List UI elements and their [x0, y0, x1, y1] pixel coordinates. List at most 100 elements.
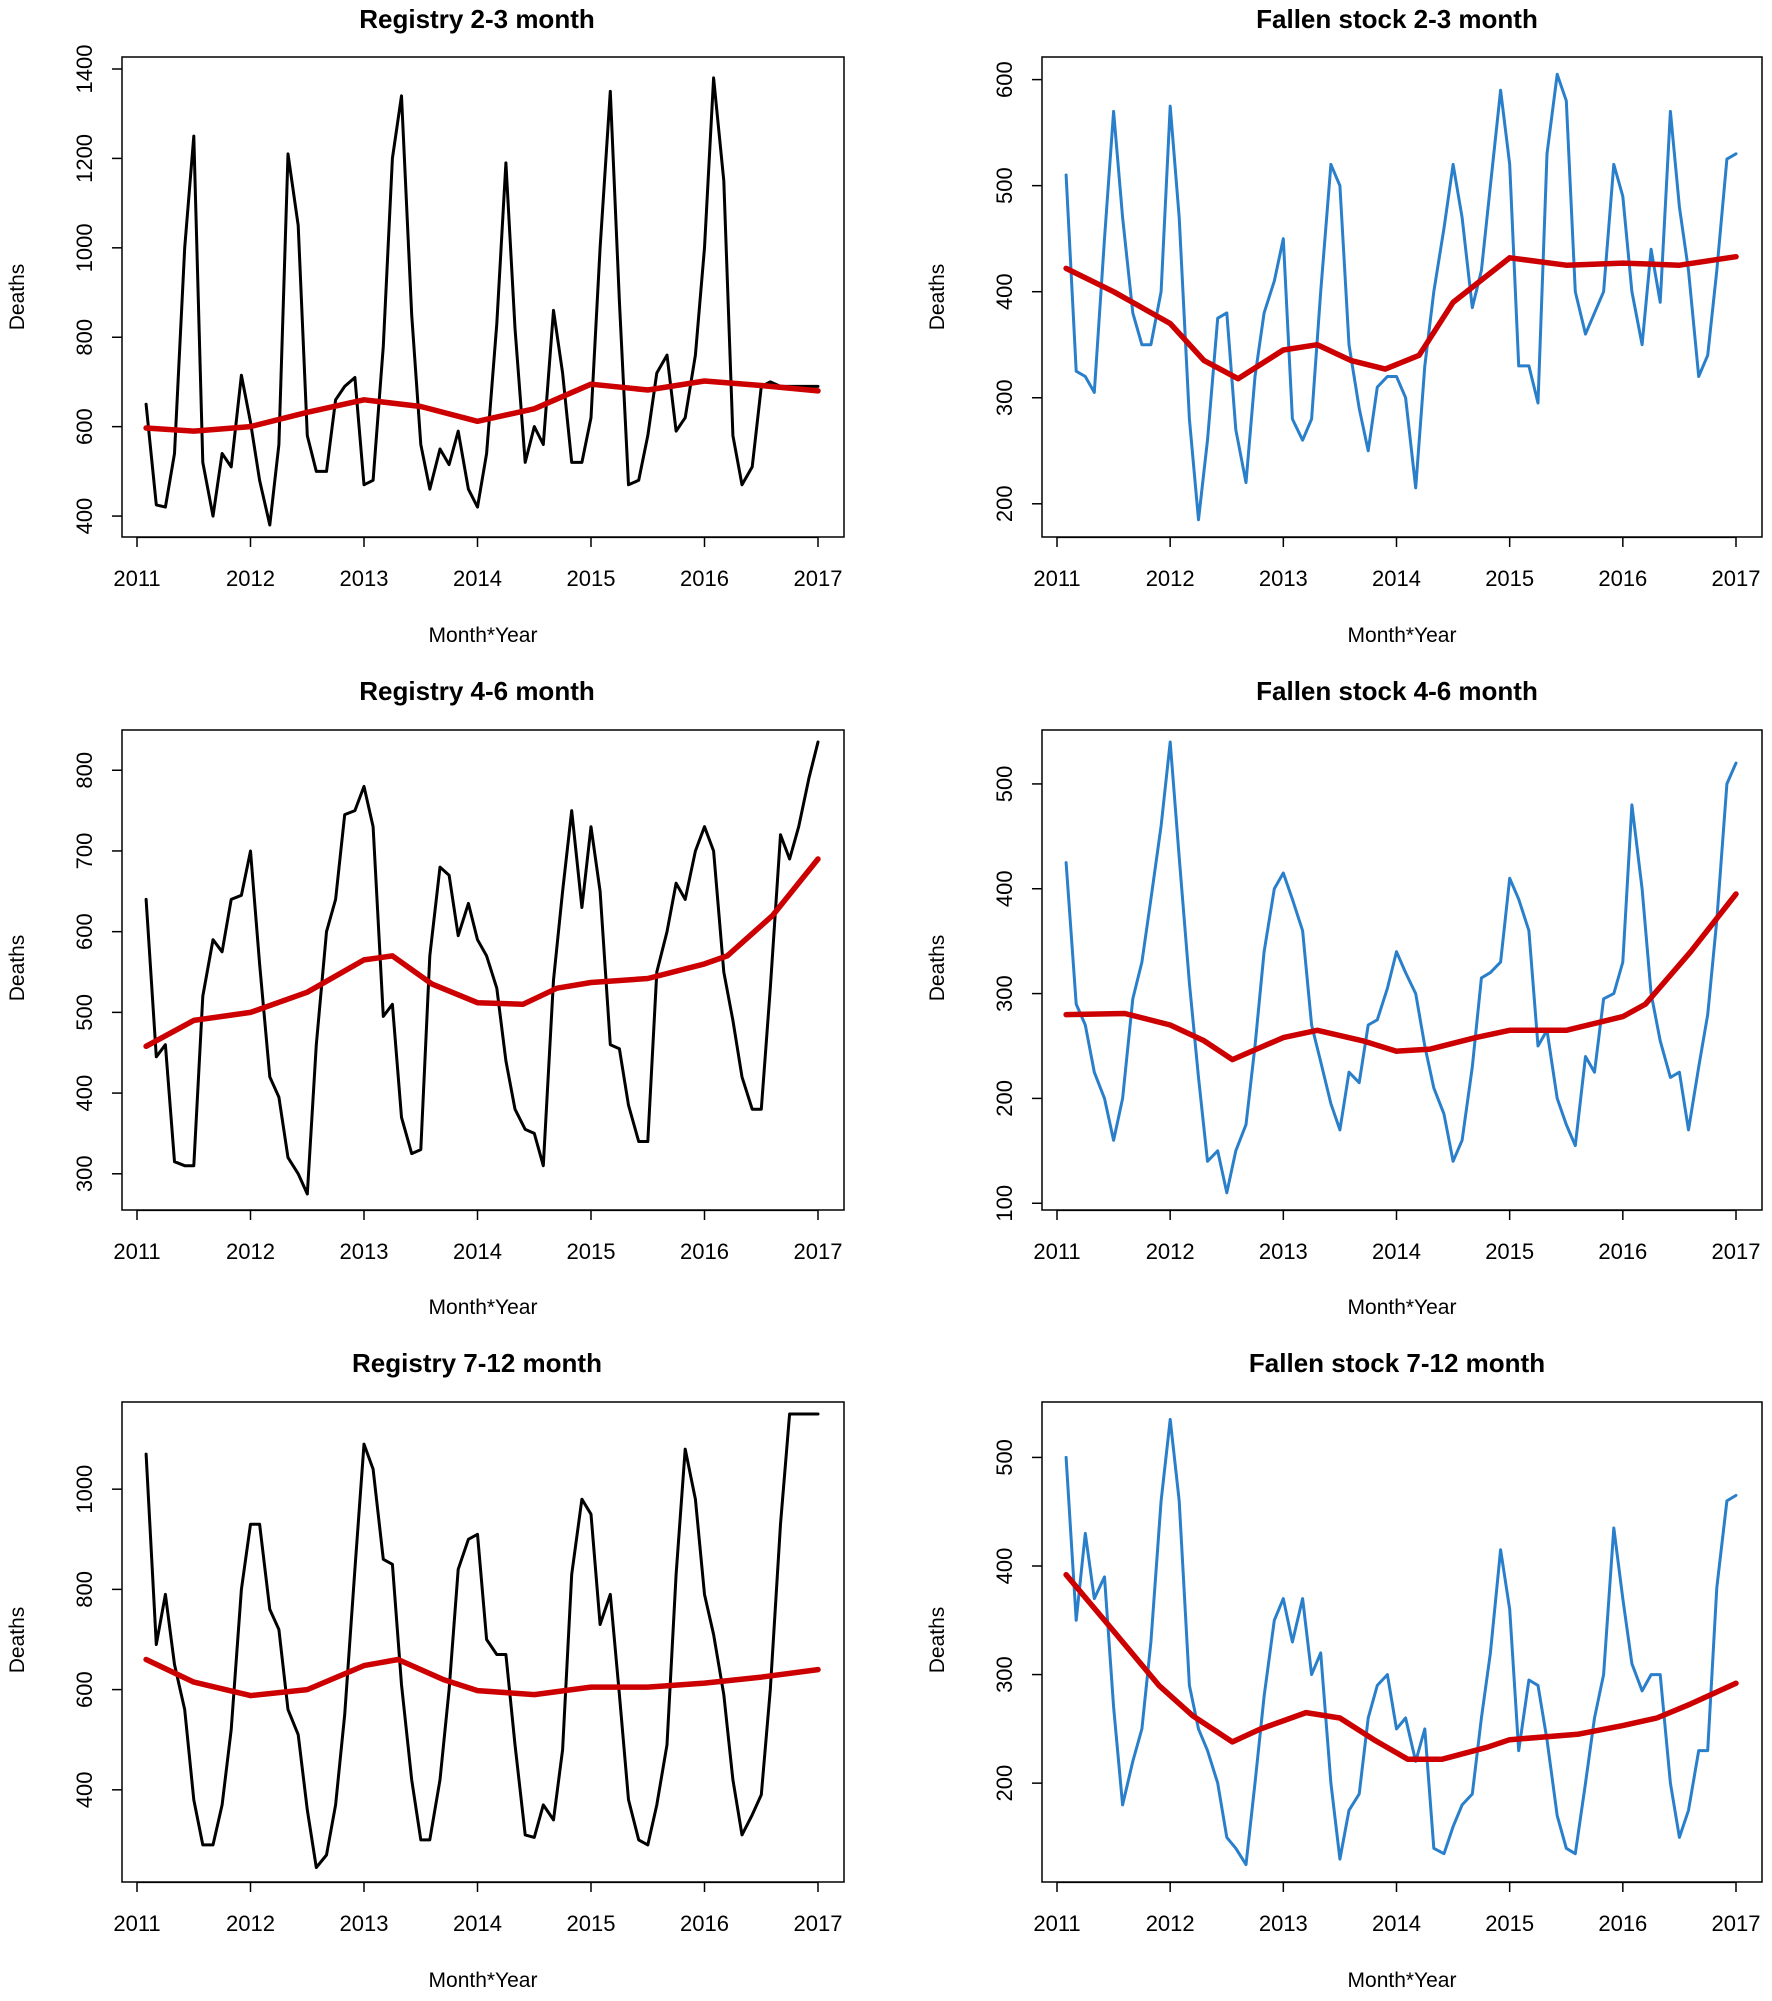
trend-line: [143, 1656, 821, 1699]
x-axis-label: Month*Year: [1348, 624, 1457, 647]
x-tick-label: 2017: [794, 1239, 843, 1264]
chart-title: Registry 7-12 month: [352, 1348, 602, 1378]
trend-line: [1063, 1571, 1739, 1763]
y-tick-label: 300: [72, 1155, 97, 1192]
chart-title: Fallen stock 4-6 month: [1256, 676, 1538, 706]
x-tick-label: 2011: [1033, 566, 1080, 591]
deaths-series-line: [1064, 72, 1738, 522]
x-tick-label: 2012: [226, 1239, 275, 1264]
x-tick-label: 2017: [1712, 566, 1761, 591]
x-tick-label: 2015: [1485, 1911, 1534, 1936]
deaths-series-line: [144, 1412, 820, 1869]
y-tick-label: 200: [992, 1080, 1017, 1117]
x-tick-label: 2016: [1598, 566, 1647, 591]
x-tick-label: 2015: [567, 566, 616, 591]
y-tick-label: 400: [992, 1548, 1017, 1585]
plot-frame: [1041, 729, 1763, 1211]
x-tick-label: 2014: [453, 566, 502, 591]
plot-frame: [1041, 56, 1763, 538]
x-tick-label: 2015: [567, 1911, 616, 1936]
chart-panel-1: Registry 2-3 month Deaths Month*Year 2011 20…: [6, 4, 845, 647]
y-tick-label: 1200: [72, 134, 97, 183]
x-tick-label: 2011: [113, 1239, 160, 1264]
x-tick-label: 2015: [1485, 566, 1534, 591]
x-tick-label: 2014: [1372, 1911, 1421, 1936]
x-tick-label: 2012: [1146, 1911, 1195, 1936]
x-axis-label: Month*Year: [1348, 1296, 1457, 1319]
y-tick-label: 400: [72, 1771, 97, 1808]
y-tick-label: 200: [992, 485, 1017, 522]
y-axis-label: Deaths: [6, 264, 29, 331]
chart-title: Fallen stock 2-3 month: [1256, 4, 1538, 34]
y-tick-label: 400: [72, 498, 97, 535]
deaths-series-line: [144, 740, 820, 1196]
y-axis-label: Deaths: [926, 935, 949, 1002]
x-tick-label: 2017: [794, 1911, 843, 1936]
y-tick-label: 1000: [72, 1465, 97, 1514]
trend-line: [1063, 891, 1739, 1063]
y-tick-label: 100: [992, 1185, 1017, 1222]
x-tick-label: 2013: [340, 1239, 389, 1264]
chart-title: Fallen stock 7-12 month: [1249, 1348, 1545, 1378]
y-tick-label: 700: [72, 833, 97, 870]
x-tick-label: 2014: [1372, 1239, 1421, 1264]
chart-panel-6: Fallen stock 7-12 month Deaths Month*Year 2…: [926, 1348, 1763, 1992]
plot-frame: [121, 729, 845, 1211]
trend-line: [143, 856, 821, 1050]
y-axis-label: Deaths: [926, 1607, 949, 1674]
x-tick-label: 2013: [1259, 1911, 1308, 1936]
x-tick-label: 2013: [340, 566, 389, 591]
y-tick-label: 600: [72, 408, 97, 445]
x-tick-label: 2014: [453, 1911, 502, 1936]
y-tick-label: 1400: [72, 45, 97, 94]
chart-title: Registry 2-3 month: [359, 4, 595, 34]
chart-panel-5: Registry 7-12 month Deaths Month*Year 2011 2…: [6, 1348, 845, 1992]
chart-panel-3: Registry 4-6 month Deaths Month*Year 2011 20…: [6, 676, 845, 1319]
y-tick-label: 500: [72, 994, 97, 1031]
x-axis-label: Month*Year: [429, 1296, 538, 1319]
x-tick-label: 2011: [113, 566, 160, 591]
y-tick-label: 500: [992, 167, 1017, 204]
x-tick-label: 2012: [226, 1911, 275, 1936]
x-tick-label: 2016: [680, 1911, 729, 1936]
y-axis-label: Deaths: [6, 1607, 29, 1674]
y-tick-label: 600: [992, 61, 1017, 98]
y-tick-label: 200: [992, 1765, 1017, 1802]
x-tick-label: 2016: [1598, 1911, 1647, 1936]
x-tick-label: 2013: [1259, 1239, 1308, 1264]
chart-panel-4: Fallen stock 4-6 month Deaths Month*Year 20…: [926, 676, 1763, 1319]
y-tick-label: 400: [992, 870, 1017, 907]
y-tick-label: 600: [72, 1671, 97, 1708]
y-axis-label: Deaths: [6, 935, 29, 1002]
chart-title: Registry 4-6 month: [359, 676, 595, 706]
y-tick-label: 500: [992, 1439, 1017, 1476]
x-tick-label: 2017: [794, 566, 843, 591]
y-tick-label: 800: [72, 1571, 97, 1608]
y-tick-label: 500: [992, 766, 1017, 803]
y-tick-label: 600: [72, 913, 97, 950]
x-tick-label: 2015: [1485, 1239, 1534, 1264]
x-tick-label: 2012: [1146, 1239, 1195, 1264]
deaths-series-line: [1064, 1417, 1738, 1867]
x-axis-label: Month*Year: [1348, 1969, 1457, 1992]
x-tick-label: 2012: [1146, 566, 1195, 591]
x-tick-label: 2016: [680, 566, 729, 591]
trend-line: [143, 378, 821, 434]
trend-line: [1063, 253, 1739, 382]
y-tick-label: 300: [992, 1656, 1017, 1693]
x-tick-label: 2013: [1259, 566, 1308, 591]
x-tick-label: 2017: [1712, 1911, 1761, 1936]
y-tick-label: 300: [992, 975, 1017, 1012]
deaths-series-line: [144, 76, 820, 527]
x-tick-label: 2013: [340, 1911, 389, 1936]
x-tick-label: 2011: [113, 1911, 160, 1936]
x-axis-label: Month*Year: [429, 624, 538, 647]
y-tick-label: 800: [72, 752, 97, 789]
x-tick-label: 2017: [1712, 1239, 1761, 1264]
y-axis-label: Deaths: [926, 264, 949, 331]
plot-frame: [121, 1401, 845, 1883]
x-tick-label: 2014: [453, 1239, 502, 1264]
deaths-series-line: [1064, 740, 1738, 1195]
x-tick-label: 2011: [1033, 1239, 1080, 1264]
